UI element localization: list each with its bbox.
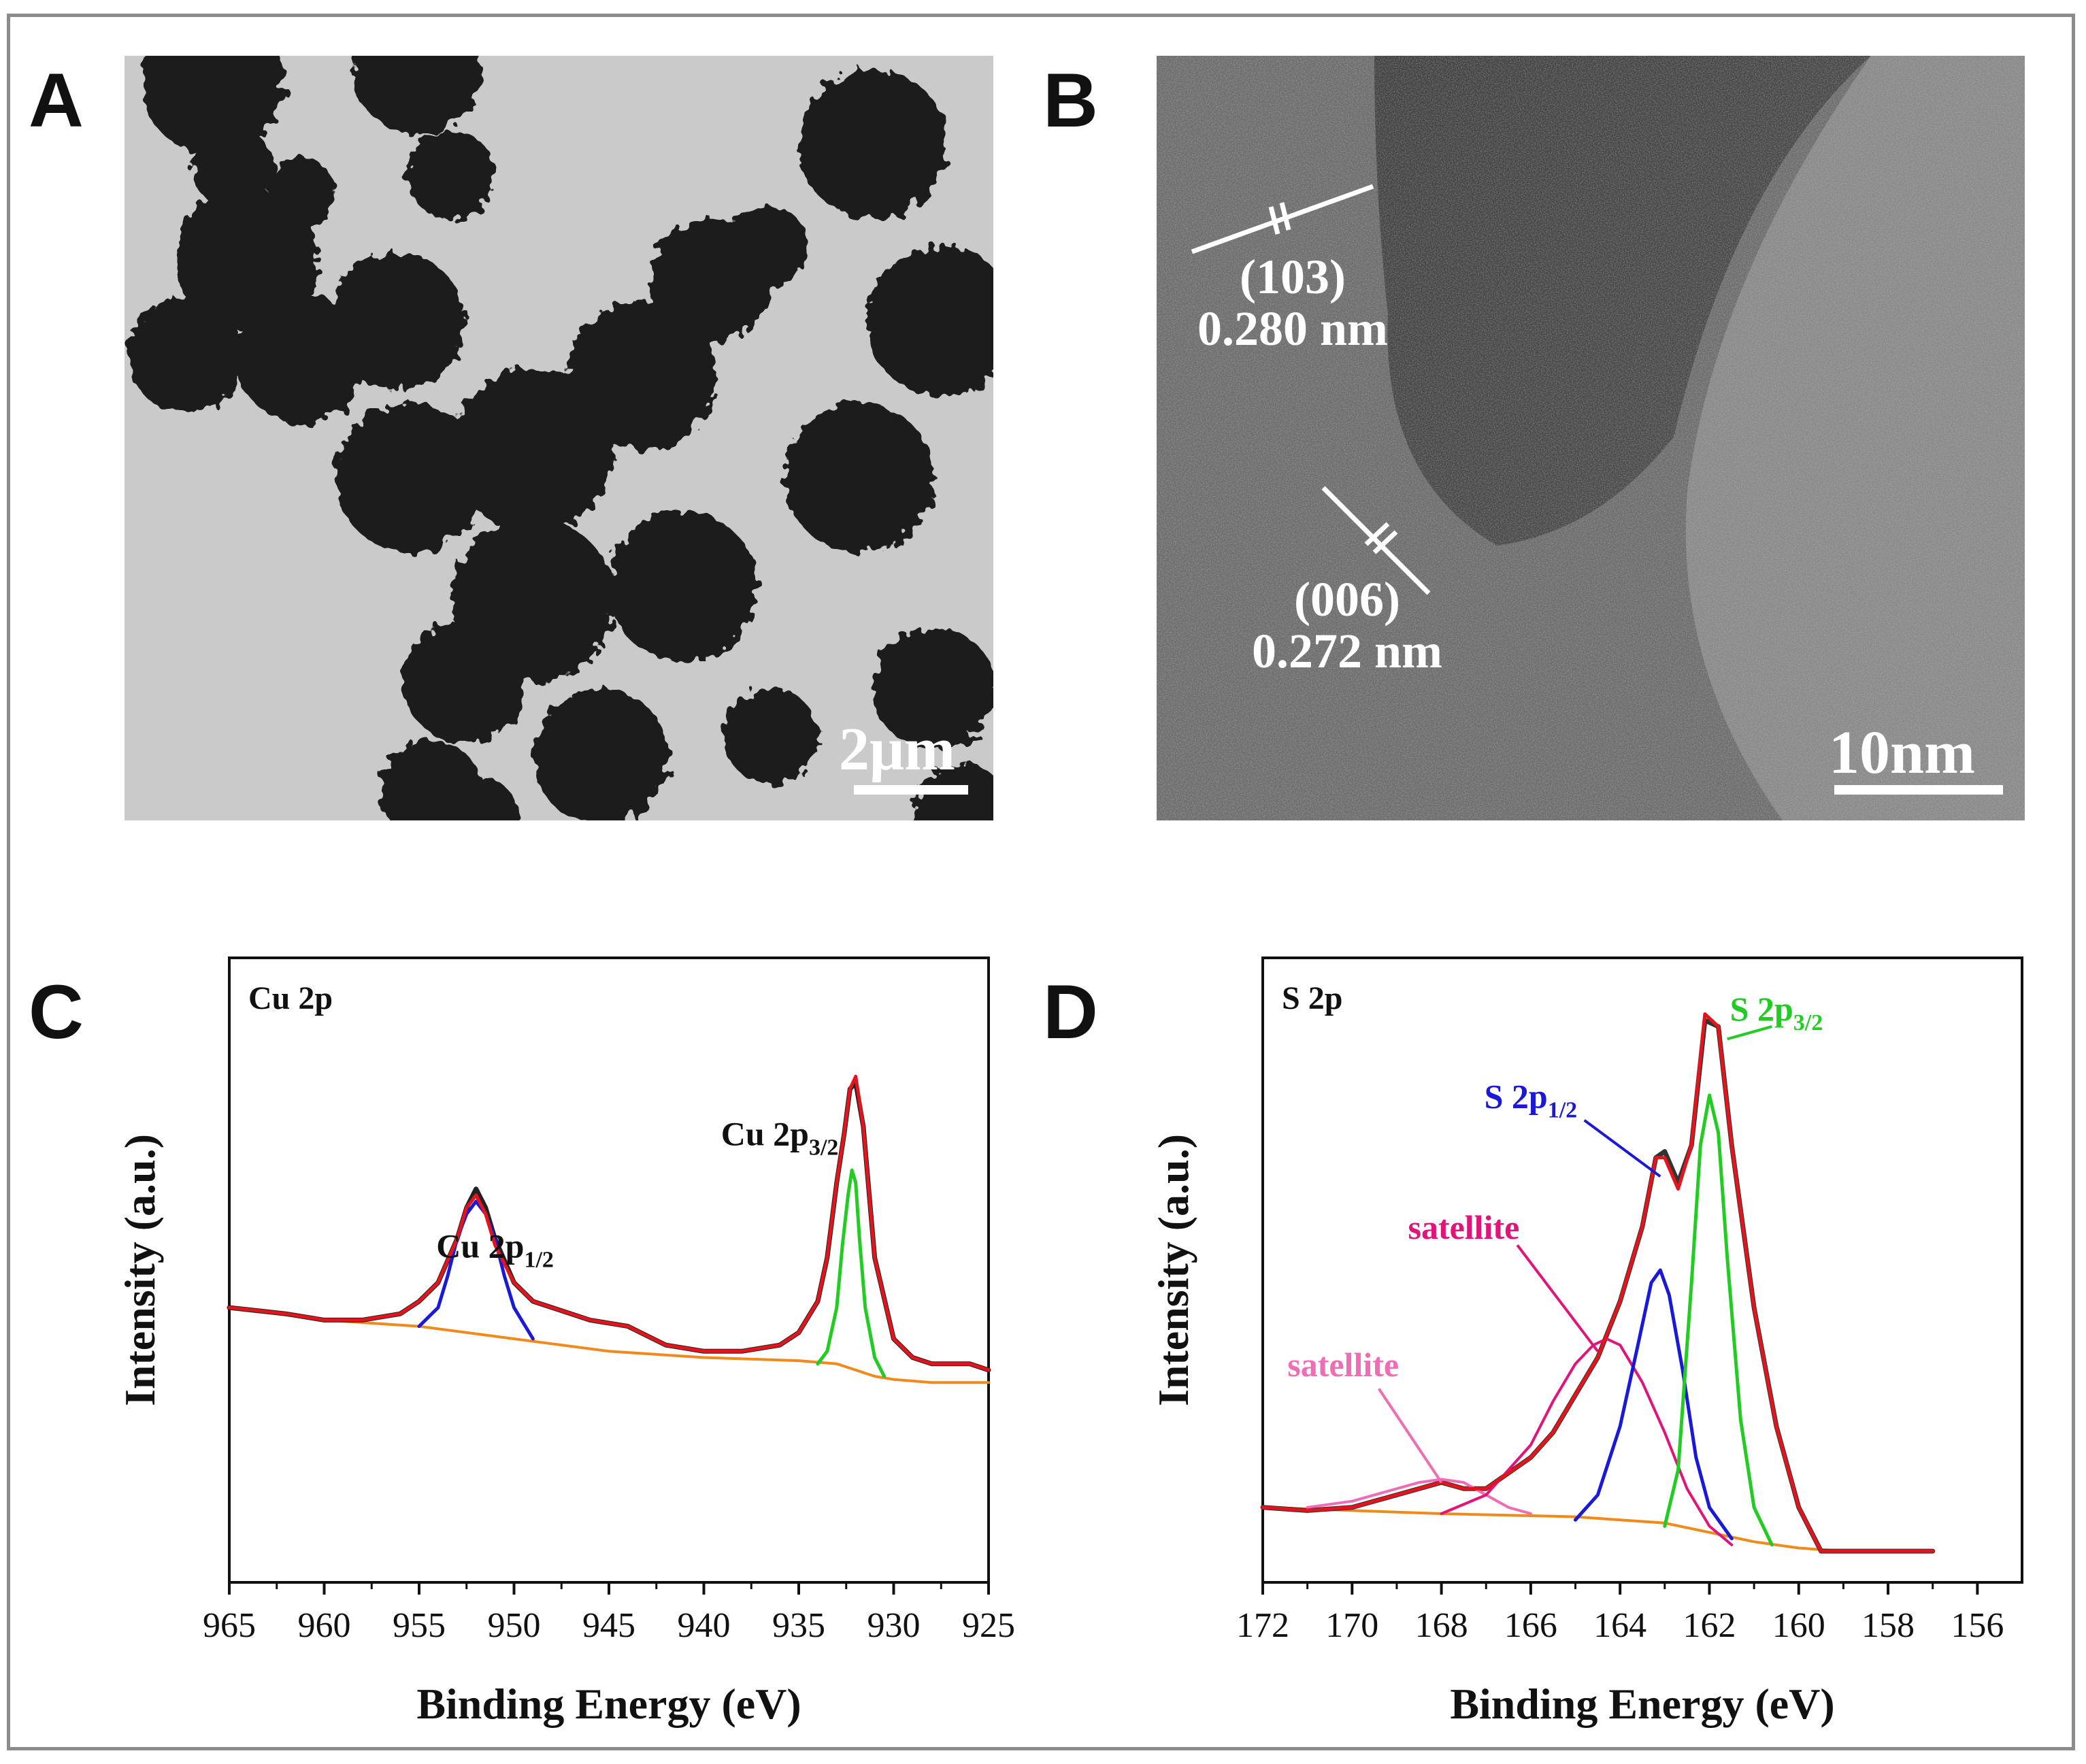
x-tick-label: 172 <box>1236 1606 1289 1645</box>
callout-line <box>1516 1244 1599 1352</box>
series-p32 <box>1663 1093 1774 1547</box>
scale-label-b: 10nm <box>1829 719 1976 786</box>
x-tick-label: 164 <box>1593 1606 1646 1645</box>
plot-frame <box>1261 956 2023 1584</box>
x-axis-label: Binding Energy (eV) <box>1450 1680 1834 1728</box>
peak-annotation: S 2p3/2 <box>1730 990 1823 1035</box>
x-tick-label: 168 <box>1415 1606 1468 1645</box>
lattice-spacing-006: 0.272 nm <box>1251 623 1443 678</box>
chart-title: S 2p <box>1282 980 1342 1016</box>
x-tick-label: 935 <box>772 1606 825 1645</box>
series-background <box>1261 1505 1934 1553</box>
hrtem-image-b: (103) 0.280 nm (006) 0.272 nm 10nm <box>1157 56 2025 820</box>
x-tick-label: 158 <box>1861 1606 1915 1645</box>
callout-line <box>1583 1119 1661 1178</box>
chart-title: Cu 2p <box>248 980 333 1016</box>
lattice-label-103: (103) 0.280 nm <box>1184 250 1402 356</box>
series-sat2 <box>1306 1478 1532 1515</box>
x-tick-label: 965 <box>203 1606 256 1645</box>
tem-image-a: 2μm <box>125 56 993 820</box>
figure-frame <box>7 14 2075 1750</box>
x-tick-label: 156 <box>1951 1606 2004 1645</box>
series-raw <box>1260 1018 1936 1554</box>
x-tick-label: 925 <box>962 1606 1015 1645</box>
peak-annotation: S 2p1/2 <box>1485 1077 1578 1122</box>
lattice-label-006: (006) 0.272 nm <box>1231 572 1463 678</box>
y-axis-label: Intensity (a.u.) <box>116 1134 164 1406</box>
peak-annotation: satellite <box>1408 1208 1519 1246</box>
x-tick-label: 170 <box>1325 1606 1378 1645</box>
panel-d-label: D <box>1043 969 1098 1054</box>
scale-label-a: 2μm <box>839 716 955 783</box>
callout-line <box>1727 1025 1772 1041</box>
peak-annotation: Cu 2p1/2 <box>436 1227 554 1273</box>
hrtem-texture <box>1157 56 2025 820</box>
panel-c-label: C <box>29 969 84 1054</box>
x-tick-label: 940 <box>678 1606 731 1645</box>
lattice-plane-103: (103) <box>1240 250 1346 304</box>
lattice-marker-103 <box>1191 184 1374 254</box>
x-axis-label: Binding Energy (eV) <box>416 1680 801 1728</box>
series-envelope <box>1261 1012 1935 1553</box>
x-tick-label: 960 <box>298 1606 351 1645</box>
scale-bar-a <box>854 785 968 795</box>
x-tick-label: 162 <box>1683 1606 1736 1645</box>
xps-chart-cu2p-svg: 965 960 955 950 945 940 935 930 925 Binding Energ… <box>116 956 1015 1728</box>
series-p12 <box>1574 1268 1734 1541</box>
peak-annotation: Cu 2p3/2 <box>721 1114 839 1160</box>
panel-a-label: A <box>29 58 84 143</box>
series-p12 <box>417 1199 535 1341</box>
series-envelope <box>227 1074 991 1372</box>
lattice-marker-006 <box>1321 486 1431 595</box>
tem-flower-particles <box>128 56 993 820</box>
x-tick-label: 166 <box>1504 1606 1557 1645</box>
x-tick-label: 945 <box>582 1606 635 1645</box>
x-tick-label: 950 <box>488 1606 541 1645</box>
peak-annotation: satellite <box>1287 1346 1399 1384</box>
scale-bar-b <box>1834 785 2003 795</box>
x-tick-label: 955 <box>393 1606 446 1645</box>
x-tick-label: 930 <box>867 1606 921 1645</box>
series-p32 <box>816 1168 887 1378</box>
y-axis-label: Intensity (a.u.) <box>1149 1134 1197 1406</box>
lattice-spacing-103: 0.280 nm <box>1197 301 1389 356</box>
callout-line <box>1378 1388 1443 1484</box>
xps-chart-cu2p: 965 960 955 950 945 940 935 930 925 Binding Energ… <box>0 0 1021 1764</box>
lattice-plane-006: (006) <box>1294 572 1400 627</box>
x-tick-label: 160 <box>1772 1606 1825 1645</box>
panel-b-label: B <box>1043 58 1098 143</box>
